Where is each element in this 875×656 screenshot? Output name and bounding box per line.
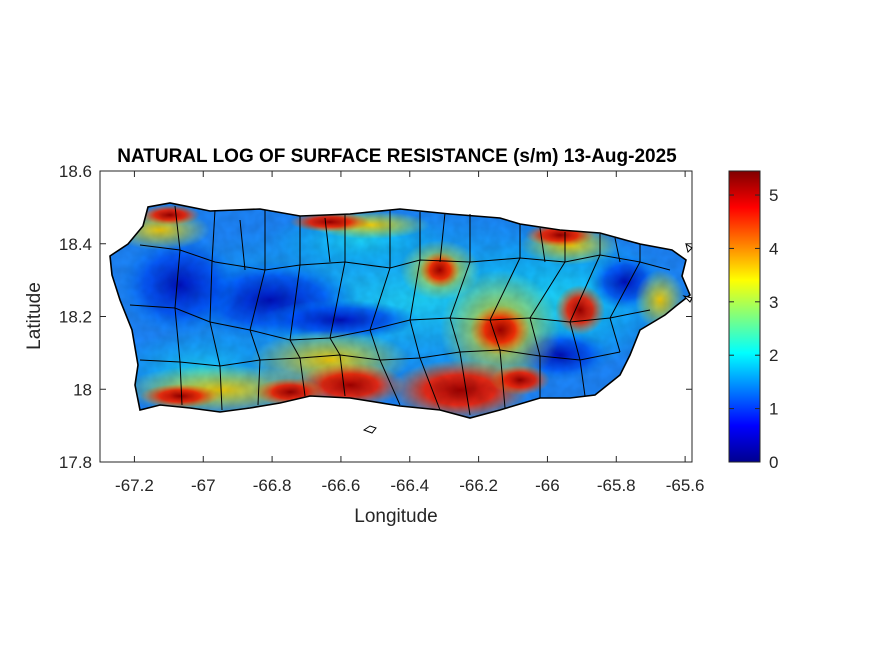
x-axis: -67.2 -67 -66.8 -66.6 -66.4 -66.2 -66 -65.8 -65.…: [115, 171, 704, 495]
colorbar-tick-label: 2: [769, 346, 778, 365]
x-tick-label: -66: [535, 476, 560, 495]
colorbar-tick-label: 1: [769, 400, 778, 419]
x-axis-label: Longitude: [354, 506, 437, 527]
x-tick-label: -66.6: [322, 476, 361, 495]
y-tick-label: 18.6: [59, 162, 92, 181]
y-tick-label: 18: [73, 380, 92, 399]
x-tick-label: -66.8: [253, 476, 292, 495]
colorbar-tick-label: 3: [769, 293, 778, 312]
x-tick-label: -66.4: [390, 476, 429, 495]
x-tick-label: -65.6: [666, 476, 705, 495]
y-tick-label: 17.8: [59, 453, 92, 472]
x-tick-label: -65.8: [597, 476, 636, 495]
y-axis-label: Latitude: [24, 282, 45, 350]
colorbar: [728, 170, 761, 463]
municipality-boundaries: [129, 205, 671, 416]
y-tick-label: 18.2: [59, 308, 92, 327]
colorbar-tick-label: 0: [769, 453, 778, 472]
surface-resistance-field: [110, 203, 690, 418]
colorbar-ticks: 5 4 3 2 1 0: [729, 186, 778, 472]
small-islands: [362, 242, 693, 434]
x-tick-label: -66.2: [459, 476, 498, 495]
y-axis: 18.6 18.4 18.2 18 17.8: [59, 162, 692, 472]
x-tick-label: -67.2: [115, 476, 154, 495]
y-tick-label: 18.4: [59, 235, 92, 254]
colorbar-tick-label: 4: [769, 239, 778, 258]
x-tick-label: -67: [191, 476, 216, 495]
map-title: NATURAL LOG OF SURFACE RESISTANCE (s/m) …: [117, 146, 677, 167]
colorbar-tick-label: 5: [769, 186, 778, 205]
